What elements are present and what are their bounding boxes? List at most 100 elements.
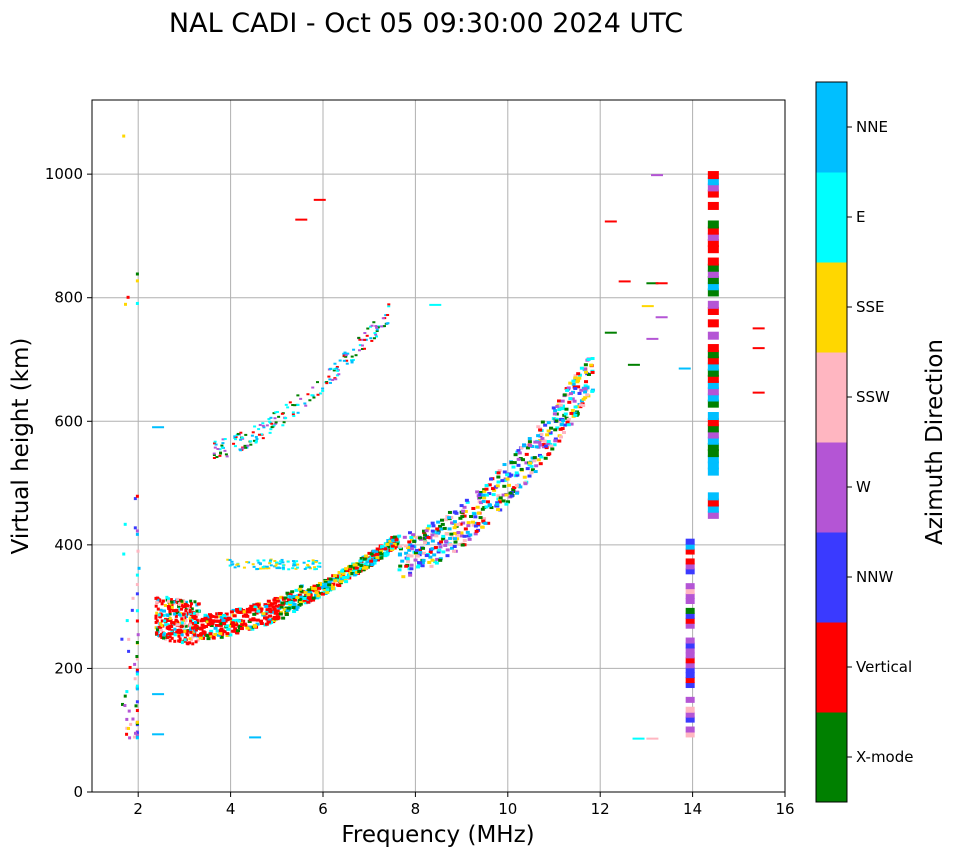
data-point xyxy=(571,382,576,386)
data-point xyxy=(350,360,354,363)
data-point xyxy=(279,605,284,609)
data-point xyxy=(752,391,765,394)
data-point xyxy=(316,594,321,598)
data-point xyxy=(655,316,668,319)
data-point xyxy=(459,504,464,508)
data-point xyxy=(372,321,376,324)
data-point xyxy=(306,600,311,604)
data-point xyxy=(363,338,367,341)
data-point xyxy=(215,456,219,459)
data-point xyxy=(386,550,391,554)
data-point xyxy=(176,620,180,624)
data-point xyxy=(253,605,258,609)
data-point xyxy=(342,354,346,357)
data-point xyxy=(252,603,257,607)
data-point xyxy=(243,444,247,447)
data-point xyxy=(135,301,139,305)
data-point xyxy=(575,380,580,384)
data-point xyxy=(431,524,436,528)
data-point xyxy=(278,603,283,607)
data-point xyxy=(168,624,172,628)
data-point xyxy=(278,567,282,570)
data-point xyxy=(707,201,719,210)
data-point xyxy=(205,633,210,637)
data-point xyxy=(404,551,409,555)
data-point xyxy=(247,625,252,629)
data-point xyxy=(196,612,200,616)
data-point xyxy=(135,494,139,498)
data-point xyxy=(478,516,483,520)
data-point xyxy=(434,534,439,538)
data-point xyxy=(540,420,545,424)
data-point xyxy=(484,487,489,491)
data-point xyxy=(506,483,511,487)
data-point xyxy=(585,386,590,390)
data-point xyxy=(707,504,719,513)
data-point xyxy=(552,443,557,447)
data-point xyxy=(233,566,237,569)
data-point xyxy=(344,567,349,571)
data-point xyxy=(164,623,168,627)
data-point xyxy=(223,449,227,452)
data-point xyxy=(516,449,521,453)
data-point xyxy=(269,564,273,567)
data-point xyxy=(191,621,195,625)
data-point xyxy=(254,440,258,443)
data-point xyxy=(573,376,578,380)
data-point xyxy=(439,527,444,531)
data-point xyxy=(345,362,349,365)
data-point xyxy=(384,553,389,557)
data-point xyxy=(433,546,438,550)
data-point xyxy=(201,618,206,622)
data-point xyxy=(514,471,519,475)
data-point xyxy=(480,525,485,529)
data-point xyxy=(345,359,349,362)
data-point xyxy=(430,529,435,533)
data-point xyxy=(275,599,280,603)
x-axis-label: Frequency (MHz) xyxy=(341,822,534,848)
data-point xyxy=(234,630,239,634)
data-point xyxy=(568,392,573,396)
data-point xyxy=(335,374,339,377)
data-point xyxy=(216,619,221,623)
data-point xyxy=(258,567,262,570)
data-point xyxy=(370,324,374,327)
data-point xyxy=(281,566,285,569)
data-point xyxy=(458,542,463,546)
data-point xyxy=(505,477,510,481)
data-point xyxy=(379,549,384,553)
data-point xyxy=(296,403,300,406)
data-point xyxy=(407,548,412,552)
data-point xyxy=(489,506,494,510)
data-point xyxy=(317,581,322,585)
data-point xyxy=(707,387,719,396)
data-point xyxy=(451,549,456,553)
data-point xyxy=(449,515,454,519)
data-point xyxy=(319,586,324,590)
data-point xyxy=(241,447,245,450)
data-point xyxy=(206,623,211,627)
data-point xyxy=(228,559,232,562)
data-point xyxy=(456,523,461,527)
data-point xyxy=(225,632,230,636)
data-point xyxy=(244,446,248,449)
data-point xyxy=(333,362,337,365)
data-point xyxy=(195,603,199,607)
data-point xyxy=(568,397,573,401)
data-point xyxy=(365,334,369,337)
data-point xyxy=(241,437,245,440)
data-point xyxy=(362,566,367,570)
data-point xyxy=(258,610,263,614)
data-point xyxy=(685,583,695,590)
data-point xyxy=(135,573,139,577)
data-point xyxy=(237,619,242,623)
data-point xyxy=(178,607,182,611)
data-point xyxy=(460,515,465,519)
data-point xyxy=(297,597,302,601)
data-point xyxy=(135,709,139,713)
data-point xyxy=(163,619,167,623)
data-point xyxy=(221,614,226,618)
data-point xyxy=(177,623,181,627)
data-point xyxy=(164,617,168,621)
data-point xyxy=(539,455,544,459)
